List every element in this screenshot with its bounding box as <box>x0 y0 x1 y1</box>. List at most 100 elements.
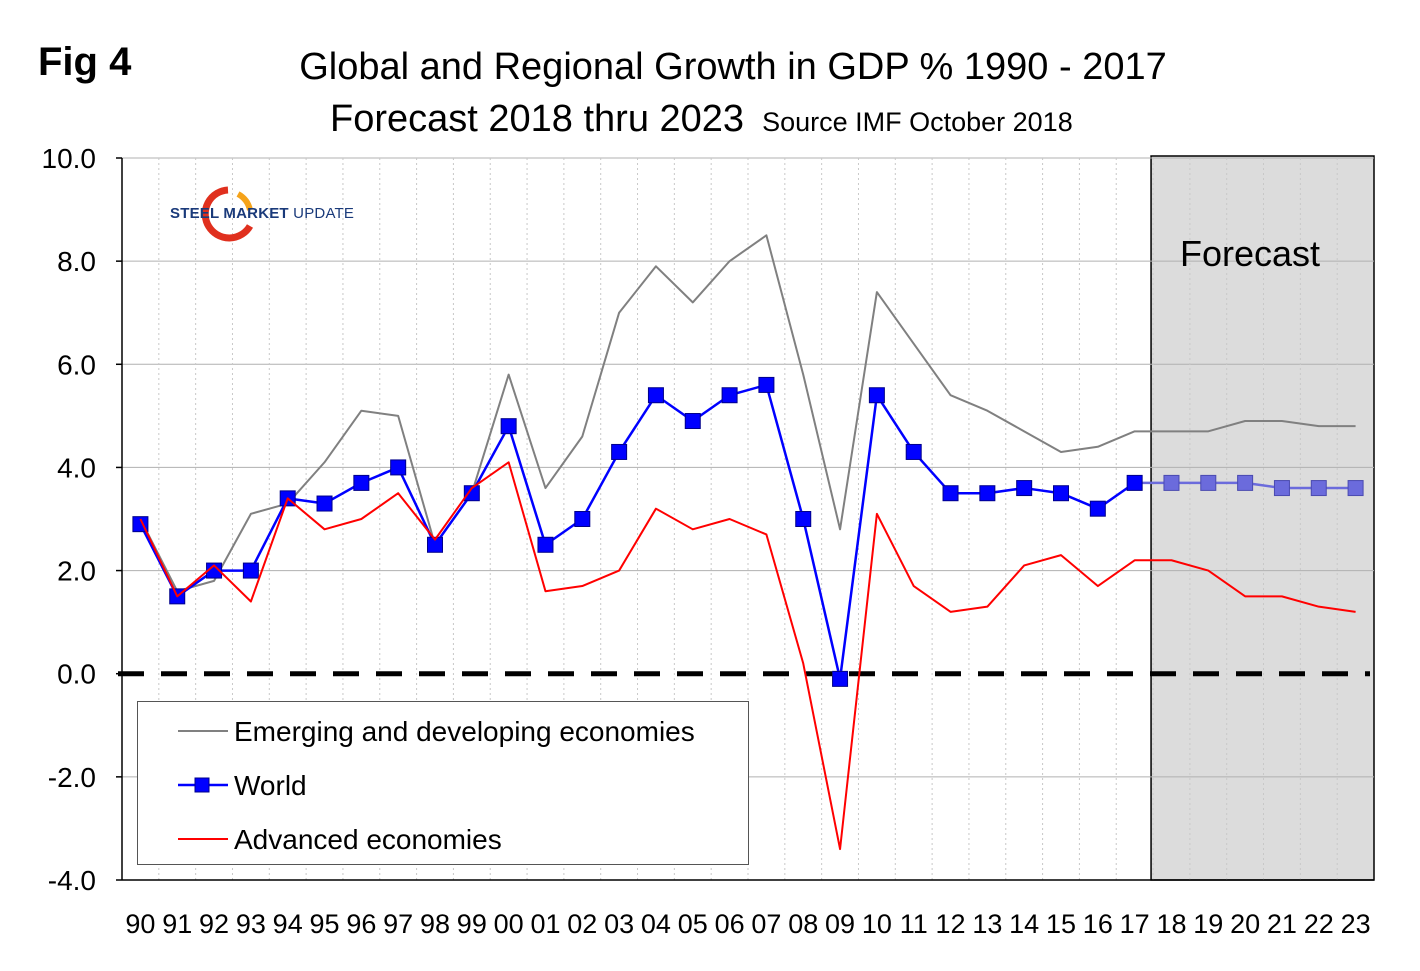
x-tick-label: 10 <box>862 909 892 939</box>
x-tick-label: 95 <box>310 909 340 939</box>
series-line-advanced <box>139 461 1356 851</box>
world-point-marker <box>611 443 628 460</box>
x-tick-label: 20 <box>1230 909 1260 939</box>
y-tick-label: -2.0 <box>48 762 96 793</box>
x-tick-label: 07 <box>751 909 781 939</box>
x-tick-label: 98 <box>420 909 450 939</box>
world-point-marker <box>1310 480 1327 497</box>
world-point-marker <box>758 376 775 393</box>
world-point-marker <box>537 536 554 553</box>
x-tick-label: 00 <box>494 909 524 939</box>
legend-label-emerging: Emerging and developing economies <box>234 716 695 747</box>
world-point-marker <box>242 562 259 579</box>
x-tick-label: 01 <box>530 909 560 939</box>
world-point-marker <box>942 485 959 502</box>
world-point-marker <box>905 443 922 460</box>
x-tick-label: 15 <box>1046 909 1076 939</box>
legend-item-advanced: Advanced economies <box>178 824 738 855</box>
x-tick-label: 13 <box>972 909 1002 939</box>
chart-title: Global and Regional Growth in GDP % 1990… <box>299 46 1167 88</box>
x-tick-label: 90 <box>125 909 155 939</box>
x-tick-label: 17 <box>1120 909 1150 939</box>
series-layer <box>132 234 1364 851</box>
world-point-marker <box>721 387 738 404</box>
world-point-marker <box>353 474 370 491</box>
world-point-marker <box>463 485 480 502</box>
world-point-marker <box>1347 480 1364 497</box>
y-tick-label: 2.0 <box>57 556 96 587</box>
series-line-emerging <box>139 234 1356 593</box>
x-tick-label: 02 <box>567 909 597 939</box>
logo-text: STEEL MARKET UPDATE <box>170 205 354 222</box>
world-point-marker <box>427 536 443 553</box>
x-tick-label: 96 <box>346 909 376 939</box>
logo-arc-red <box>201 186 254 242</box>
legend-swatch-world <box>178 777 228 793</box>
x-tick-label: 22 <box>1304 909 1334 939</box>
y-tick-label: 0.0 <box>57 659 96 690</box>
legend-item-world: World <box>178 770 738 801</box>
world-point-marker <box>1016 480 1033 497</box>
x-tick-label: 03 <box>604 909 634 939</box>
world-point-marker <box>500 418 517 435</box>
x-tick-label: 04 <box>641 909 671 939</box>
logo-arc-icon <box>201 186 254 242</box>
logo-arc-orange <box>236 191 253 211</box>
world-point-marker <box>832 670 849 687</box>
x-tick-label: 14 <box>1009 909 1039 939</box>
y-tick-label: 6.0 <box>57 349 96 380</box>
world-point-marker <box>1237 474 1254 491</box>
world-point-marker <box>1163 474 1180 491</box>
source-note: Source IMF October 2018 <box>762 107 1073 137</box>
legend-label-world: World <box>234 770 307 801</box>
world-point-marker <box>390 459 407 476</box>
chart-subtitle: Forecast 2018 thru 2023 Source IMF Octobe… <box>330 98 1073 141</box>
x-tick-label: 11 <box>900 909 928 939</box>
x-tick-label: 99 <box>457 909 487 939</box>
series-line-world <box>139 383 1136 681</box>
x-tick-label: 21 <box>1267 909 1297 939</box>
x-tick-label: 12 <box>936 909 966 939</box>
world-point-marker <box>574 511 591 527</box>
x-tick-label: 18 <box>1156 909 1186 939</box>
x-tick-label: 94 <box>273 909 303 939</box>
y-tick-label: 8.0 <box>57 246 96 277</box>
legend-label-advanced: Advanced economies <box>234 824 502 855</box>
y-tick-label: -4.0 <box>48 865 96 896</box>
subtitle-forecast-text: Forecast 2018 thru 2023 <box>330 98 745 140</box>
logo-text-light: UPDATE <box>293 205 355 222</box>
world-point-marker <box>1126 474 1143 491</box>
logo-text-bold: STEEL MARKET <box>170 205 289 222</box>
x-tick-label: 08 <box>788 909 818 939</box>
world-point-marker <box>684 413 701 430</box>
steel-market-update-logo: STEEL MARKET UPDATE <box>168 186 398 242</box>
world-point-marker <box>647 387 664 404</box>
world-point-marker <box>1200 474 1217 491</box>
forecast-label: Forecast <box>1180 233 1321 274</box>
x-tick-label: 19 <box>1193 909 1223 939</box>
x-tick-label: 09 <box>825 909 855 939</box>
axis-layer <box>116 157 1374 881</box>
legend: Emerging and developing economies World … <box>137 701 749 865</box>
world-point-marker <box>979 485 996 502</box>
y-tick-label: 10.0 <box>42 143 97 174</box>
x-tick-label: 93 <box>236 909 266 939</box>
x-tick-label: 97 <box>383 909 413 939</box>
world-point-marker <box>316 495 333 512</box>
tick-label-layer: 10.08.06.04.02.00.0-2.0-4.090 91 92 93 94 95 9… <box>42 143 1371 939</box>
world-point-marker <box>1089 500 1106 517</box>
x-tick-label: 05 <box>678 909 708 939</box>
legend-item-emerging: Emerging and developing economies <box>178 716 738 747</box>
x-tick-label: 06 <box>715 909 745 939</box>
world-point-marker <box>795 511 812 527</box>
y-tick-label: 4.0 <box>57 452 96 483</box>
x-tick-label: 23 <box>1341 909 1371 939</box>
x-tick-label: 92 <box>199 909 229 939</box>
x-tick-label: 16 <box>1083 909 1113 939</box>
world-point-marker <box>1053 485 1069 502</box>
x-tick-label: 91 <box>162 909 192 939</box>
figure-label: Fig 4 <box>38 40 132 84</box>
legend-swatch-advanced <box>178 838 228 840</box>
world-point-marker <box>868 387 885 404</box>
